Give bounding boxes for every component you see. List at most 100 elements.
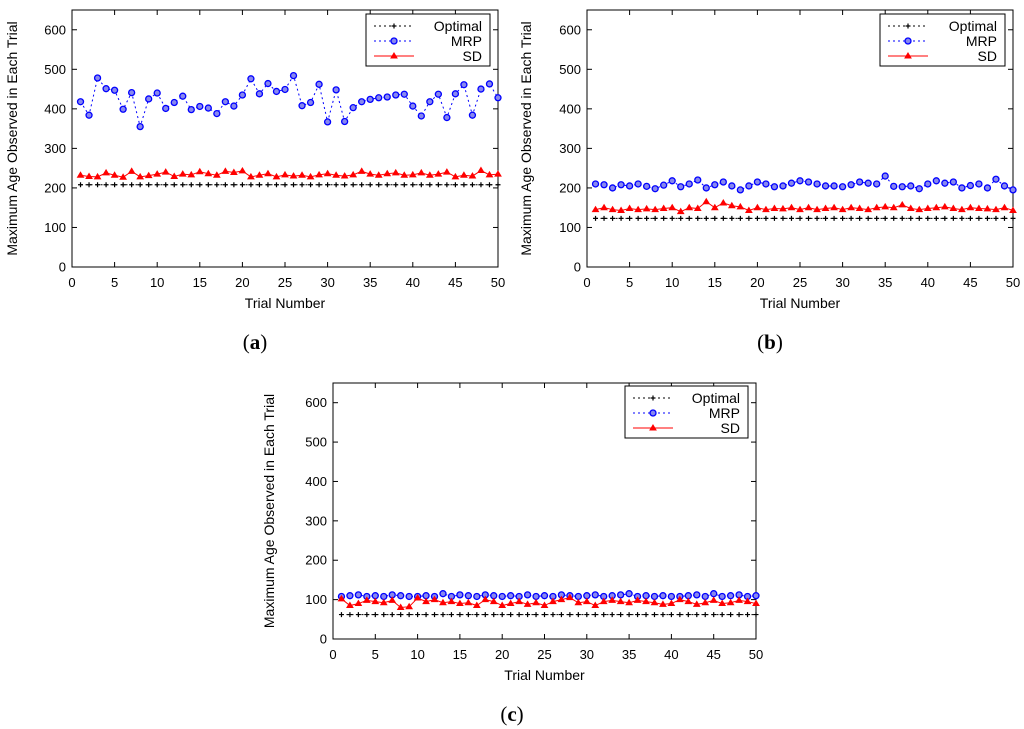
data-point-sd	[323, 169, 332, 177]
data-point-optimal	[668, 612, 674, 618]
data-point-optimal	[959, 215, 965, 221]
data-point-mrp	[272, 87, 281, 96]
data-point-mrp	[753, 178, 762, 186]
data-point-mrp	[238, 91, 247, 99]
data-point-optimal	[788, 215, 794, 221]
data-point-mrp	[770, 183, 779, 191]
data-point-sd	[692, 600, 701, 607]
data-point-sd	[940, 202, 949, 210]
data-point-sd	[872, 203, 881, 211]
data-point-sd	[906, 204, 915, 211]
data-point-sd	[170, 172, 179, 179]
data-point-mrp	[383, 93, 391, 101]
data-point-sd	[391, 168, 400, 176]
data-point-mrp	[701, 592, 709, 601]
data-point-mrp	[667, 592, 676, 601]
data-point-optimal	[916, 215, 922, 221]
data-point-optimal	[205, 182, 211, 188]
data-point-sd	[838, 205, 847, 213]
data-point-sd	[408, 170, 417, 178]
legend-box	[624, 385, 749, 439]
data-point-optimal	[325, 182, 331, 188]
data-point-mrp	[247, 75, 255, 83]
data-point-sd	[464, 598, 473, 606]
data-point-optimal	[651, 612, 657, 618]
x-tick-label: 0	[583, 275, 590, 290]
data-point-mrp	[591, 591, 599, 599]
data-point-sd	[127, 167, 136, 174]
data-point-mrp	[710, 590, 718, 598]
data-point-sd	[187, 170, 196, 178]
data-point-optimal	[171, 182, 177, 188]
data-point-mrp	[204, 104, 212, 112]
legend-marker-optimal	[905, 23, 911, 29]
data-point-sd	[957, 205, 966, 213]
data-point-mrp	[281, 85, 289, 94]
data-point-optimal	[567, 612, 573, 618]
x-tick-label: 15	[193, 275, 207, 290]
data-point-mrp	[532, 592, 540, 601]
data-point-mrp	[451, 90, 460, 98]
x-tick-label: 10	[410, 647, 424, 662]
legend-label-mrp: MRP	[451, 33, 482, 49]
data-point-mrp	[213, 109, 221, 118]
data-point-sd	[709, 596, 718, 603]
series-sd	[337, 593, 760, 610]
data-point-optimal	[381, 612, 387, 618]
data-point-optimal	[728, 612, 734, 618]
data-point-optimal	[95, 182, 101, 188]
data-point-optimal	[814, 215, 820, 221]
data-point-mrp	[434, 90, 443, 98]
x-tick-label: 35	[363, 275, 377, 290]
data-point-mrp	[540, 592, 549, 600]
series-mrp	[591, 172, 1017, 194]
x-tick-label: 25	[278, 275, 292, 290]
data-point-sd	[468, 172, 477, 179]
y-tick-label: 200	[559, 180, 581, 195]
data-point-sd	[983, 204, 992, 212]
data-point-sd	[315, 170, 323, 178]
x-tick-label: 5	[626, 275, 633, 290]
caption-b: (b)	[757, 330, 783, 354]
data-point-optimal	[525, 612, 531, 618]
data-point-optimal	[712, 215, 718, 221]
data-point-mrp	[650, 592, 659, 601]
data-point-sd	[830, 203, 838, 211]
data-point-mrp	[975, 180, 983, 188]
x-tick-label: 35	[622, 647, 636, 662]
data-point-optimal	[797, 215, 803, 221]
data-point-optimal	[103, 182, 109, 188]
data-point-optimal	[1001, 215, 1007, 221]
data-point-optimal	[448, 612, 454, 618]
y-tick-label: 400	[559, 101, 581, 116]
data-point-mrp	[397, 592, 405, 600]
data-point-sd	[102, 168, 110, 176]
data-point-sd	[136, 172, 145, 180]
data-point-sd	[923, 204, 932, 211]
data-point-sd	[1000, 203, 1009, 211]
y-tick-label: 500	[305, 435, 327, 450]
data-point-mrp	[787, 179, 796, 187]
y-tick-label: 500	[559, 62, 581, 77]
x-tick-label: 15	[708, 275, 722, 290]
data-point-sd	[600, 203, 608, 211]
data-point-mrp	[332, 86, 340, 94]
x-tick-label: 40	[406, 275, 420, 290]
data-point-sd	[264, 169, 272, 177]
y-tick-label: 0	[320, 632, 327, 647]
chart-b: 0 100 200 300 400 500 600 0 5 10 15 20 25 30 35 40 45 50 T…	[518, 9, 1020, 311]
data-point-sd	[847, 203, 856, 211]
data-point-sd	[396, 603, 405, 610]
data-point-mrp	[651, 185, 659, 193]
data-point-optimal	[469, 182, 475, 188]
data-point-mrp	[677, 183, 685, 191]
data-point-sd	[144, 171, 153, 179]
data-point-optimal	[474, 612, 480, 618]
data-point-sd	[1009, 206, 1017, 213]
data-point-sd	[413, 594, 422, 601]
data-point-mrp	[179, 92, 187, 100]
data-point-optimal	[491, 612, 497, 618]
y-tick-label: 200	[305, 553, 327, 568]
data-point-mrp	[881, 172, 889, 180]
data-point-optimal	[627, 215, 633, 221]
